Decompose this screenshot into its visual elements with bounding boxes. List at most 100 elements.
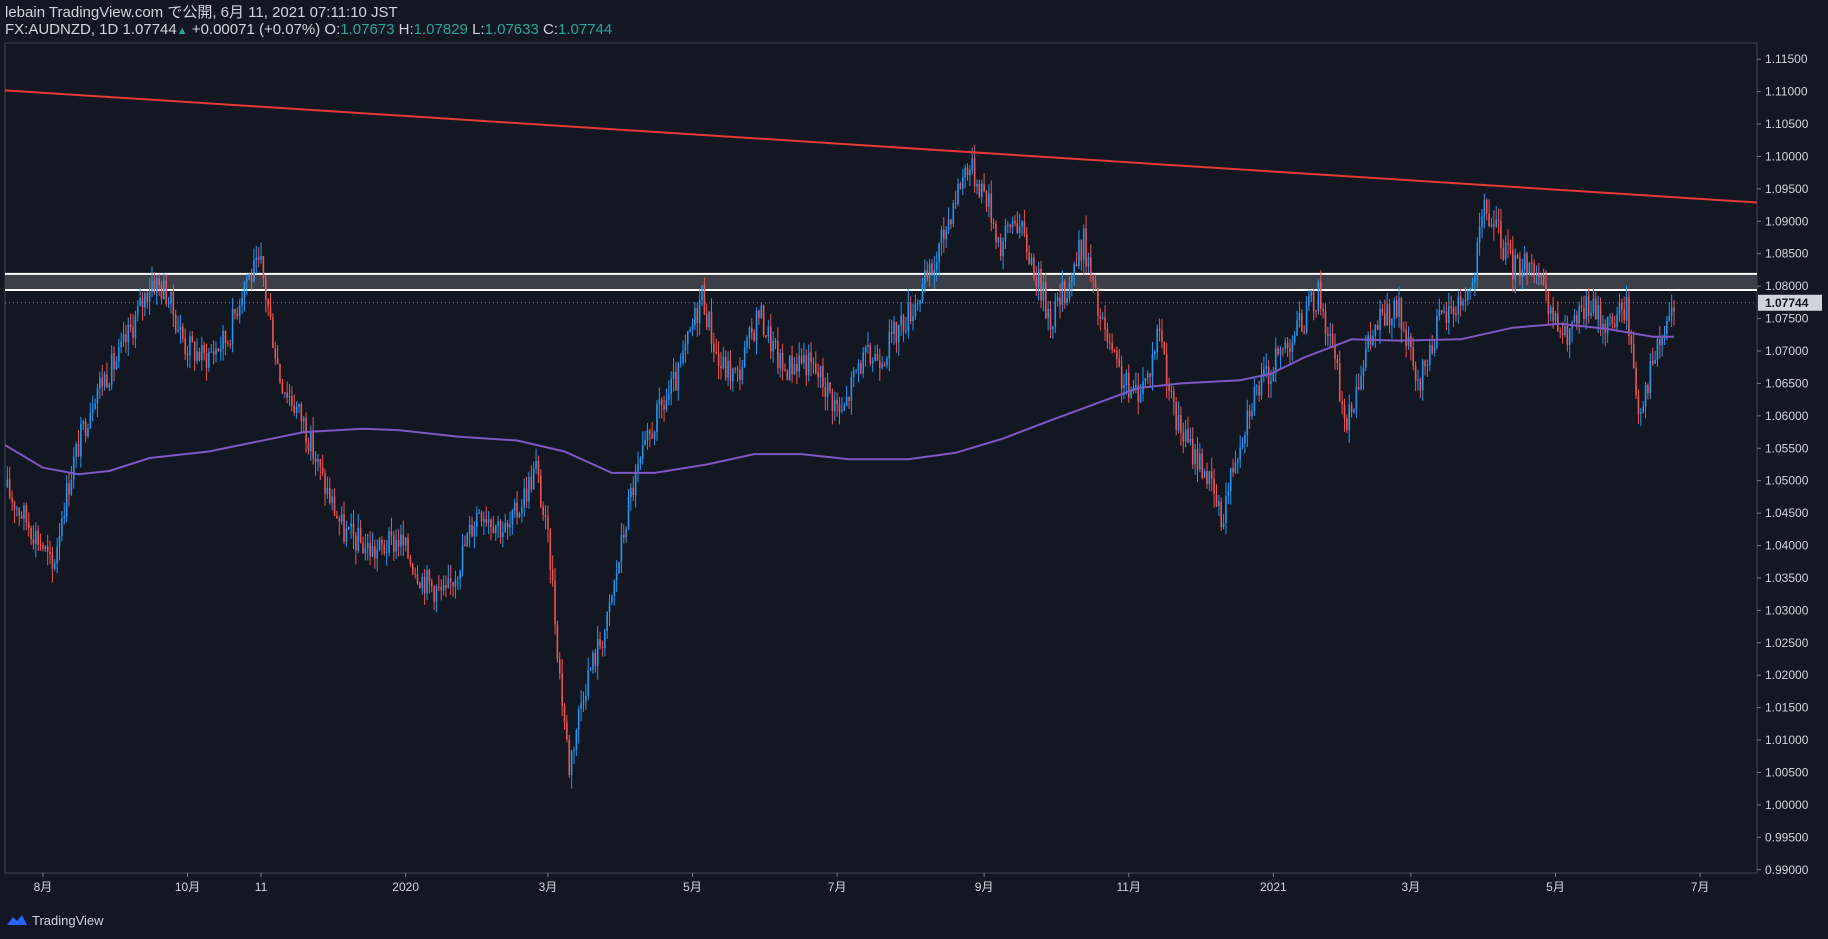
candle-up — [935, 251, 938, 282]
candle-up — [957, 178, 959, 207]
trend-line[interactable] — [4, 89, 1758, 204]
candle-down — [1559, 327, 1562, 339]
candle-up — [1379, 299, 1381, 344]
candle-body — [1628, 296, 1630, 336]
candle-up — [1355, 374, 1358, 419]
candle-body — [897, 324, 900, 343]
candle-up — [570, 749, 573, 789]
candle-up — [364, 533, 367, 561]
candle-body — [883, 363, 886, 366]
candle-up — [1125, 369, 1128, 396]
candle-body — [1346, 418, 1348, 431]
y-tick-label: 1.06500 — [1765, 376, 1809, 390]
candle-up — [788, 354, 791, 381]
candle-body — [165, 280, 168, 304]
candle-body — [961, 177, 964, 189]
candle-down — [812, 357, 815, 374]
candle-body — [720, 365, 722, 369]
candle-body — [217, 348, 220, 351]
candle-down — [729, 350, 732, 390]
candle-down — [1327, 326, 1329, 347]
candle-body — [589, 669, 592, 671]
candle-down — [1341, 390, 1343, 415]
candle-body — [99, 377, 101, 389]
candle-body — [1151, 354, 1154, 377]
candle-body — [300, 404, 303, 422]
candle-body — [407, 537, 409, 558]
candle-body — [343, 514, 345, 542]
candle-up — [350, 513, 352, 539]
candle-body — [1374, 325, 1377, 336]
y-tick-label: 1.00000 — [1765, 798, 1809, 812]
candle-up — [457, 575, 459, 591]
candle-up — [1305, 296, 1308, 335]
candle-body — [281, 382, 284, 394]
candle-up — [611, 594, 613, 606]
candle-body — [1426, 364, 1429, 366]
candle-body — [779, 352, 782, 369]
candle-up — [94, 398, 96, 410]
candle-body — [796, 363, 798, 372]
candle-body — [307, 442, 310, 452]
candle-body — [1485, 199, 1488, 214]
candle-body — [1348, 404, 1351, 431]
candle-down — [561, 658, 563, 717]
candle-up — [103, 371, 106, 391]
candle-up — [1590, 300, 1592, 320]
candle-down — [762, 304, 765, 338]
candle-body — [1386, 304, 1388, 326]
candle-body — [1651, 361, 1654, 364]
candle-body — [1199, 453, 1201, 470]
candle-down — [1580, 296, 1583, 312]
candle-body — [1277, 348, 1279, 355]
candle-up — [1002, 237, 1004, 270]
candle-body — [46, 546, 49, 553]
candle-body — [888, 332, 891, 359]
candle-down — [703, 277, 706, 316]
candle-body — [1549, 307, 1552, 315]
candle-down — [1201, 448, 1204, 480]
candle-body — [1466, 289, 1469, 300]
candle-down — [186, 345, 189, 368]
candle-body — [729, 360, 732, 382]
candle-down — [1647, 383, 1649, 400]
candle-down — [1113, 348, 1116, 353]
candle-up — [1433, 339, 1436, 357]
candle-body — [518, 513, 521, 518]
candle-up — [1438, 298, 1441, 321]
candle-up — [170, 291, 172, 314]
candle-body — [1365, 348, 1367, 368]
candle-up — [1585, 290, 1588, 330]
candle-down — [1346, 414, 1348, 434]
candle-body — [267, 299, 269, 307]
candle-up — [246, 273, 248, 295]
candle-up — [1374, 324, 1377, 348]
candle-body — [800, 355, 803, 363]
candle-up — [1056, 292, 1059, 307]
candle-down — [1137, 373, 1140, 415]
candle-body — [8, 479, 11, 498]
candle-down — [1376, 320, 1379, 330]
candle-body — [703, 285, 706, 315]
last-price-badge — [1758, 294, 1822, 311]
candle-body — [988, 193, 990, 207]
candle-down — [32, 525, 35, 550]
candle-up — [513, 498, 516, 519]
candle-body — [1457, 296, 1460, 315]
candle-body — [1640, 412, 1642, 414]
candle-body — [649, 430, 651, 435]
candle-body — [231, 308, 234, 345]
candle-up — [310, 425, 312, 461]
candle-body — [1476, 242, 1479, 277]
candle-body — [91, 409, 94, 414]
candle-body — [1317, 280, 1320, 312]
candle-body — [1533, 263, 1535, 274]
candle-body — [279, 363, 281, 383]
candle-body — [61, 518, 63, 536]
candle-body — [1194, 449, 1196, 465]
candle-body — [56, 546, 58, 564]
candle-body — [189, 336, 191, 356]
candle-down — [411, 562, 414, 576]
candle-down — [1232, 458, 1234, 478]
